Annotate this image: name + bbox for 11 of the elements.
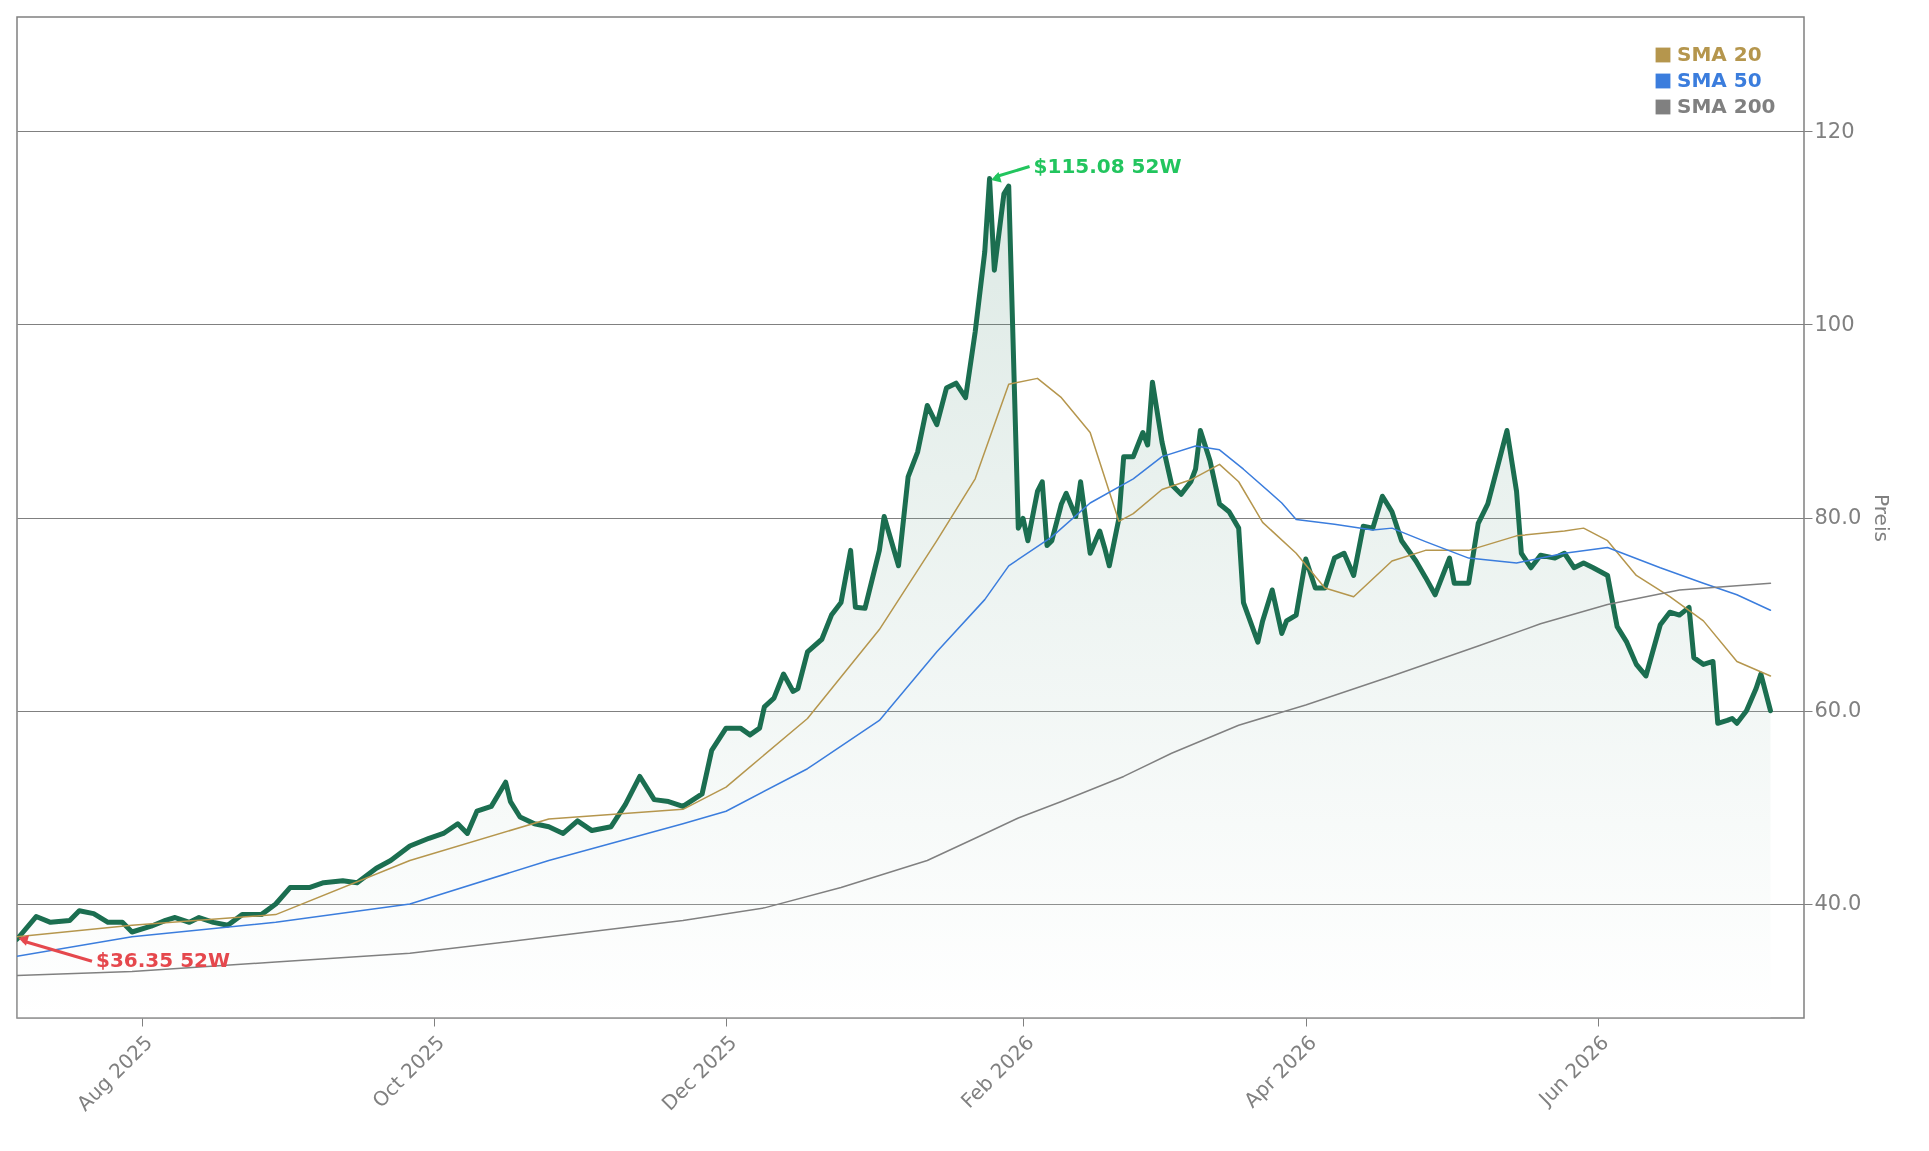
- y-tick-label: 120: [1814, 118, 1855, 143]
- legend-label: SMA 50: [1677, 68, 1762, 92]
- y-tick-label: 100: [1814, 311, 1855, 336]
- legend-label: SMA 20: [1677, 42, 1762, 66]
- y-tick-label: 80.0: [1814, 505, 1862, 529]
- y-tick-label: 60.0: [1814, 698, 1862, 723]
- annotation: $36.35 52W: [96, 948, 231, 973]
- y-axis-title: Preis: [1870, 494, 1895, 542]
- legend-label: SMA 200: [1677, 94, 1776, 118]
- y-tick-label: 40.0: [1814, 891, 1862, 916]
- annotation: $115.08 52W: [1033, 153, 1182, 178]
